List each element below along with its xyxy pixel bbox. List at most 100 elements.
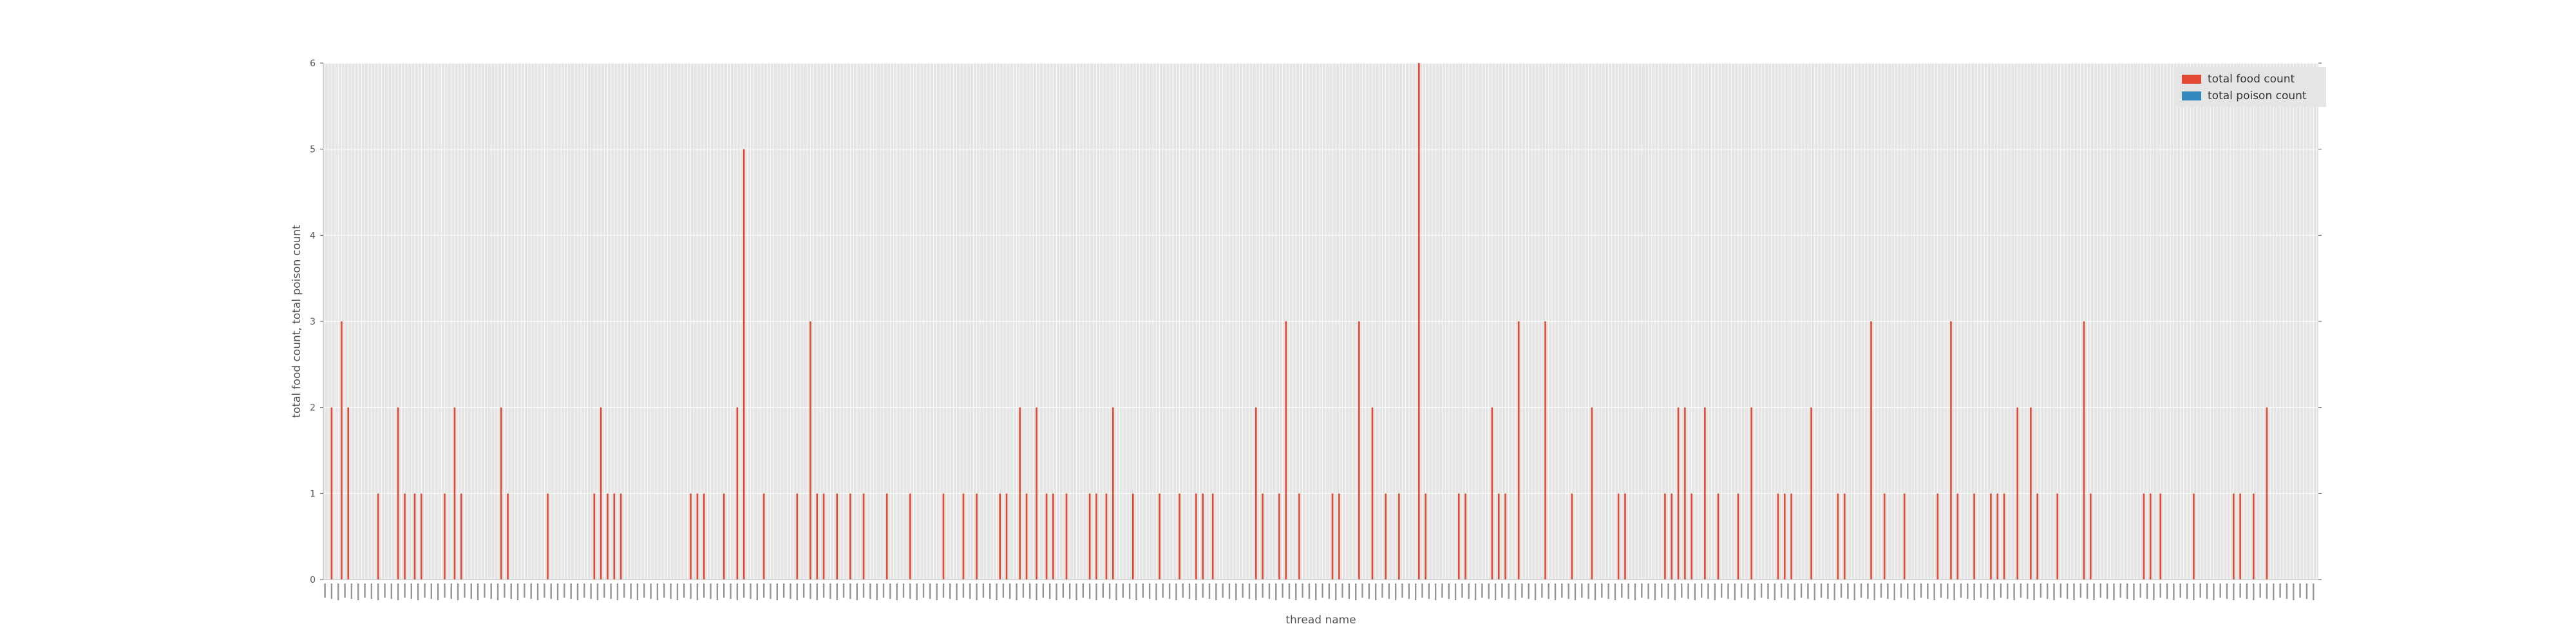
x-tick-label <box>1913 583 1915 600</box>
bar-food-count <box>976 493 978 580</box>
x-tick-label <box>623 583 625 598</box>
x-tick-label <box>1940 583 1942 598</box>
x-tick-label <box>1474 583 1477 600</box>
x-tick-label <box>1228 583 1231 599</box>
x-tick-label <box>1128 583 1131 599</box>
x-tick-label <box>1448 583 1450 599</box>
x-tick-label <box>1647 583 1649 599</box>
x-tick-label <box>1514 583 1517 600</box>
legend-item-food: total food count <box>2182 72 2295 86</box>
bar-food-count <box>1870 321 1872 580</box>
x-tick-label <box>723 583 725 598</box>
x-tick-label <box>1108 583 1111 599</box>
x-tick-label <box>2186 583 2188 599</box>
x-tick-label <box>1574 583 1577 600</box>
x-tick-label <box>444 583 446 598</box>
x-tick-label <box>1754 583 1756 600</box>
x-tick-label <box>1980 583 1982 598</box>
x-tick-label <box>1088 583 1091 599</box>
x-tick-label <box>1760 583 1763 598</box>
x-tick-label <box>1421 583 1423 598</box>
bar-food-count <box>1095 493 1097 580</box>
bar-food-count <box>1052 493 1054 580</box>
x-tick-label <box>1308 583 1311 599</box>
x-tick-label <box>1215 583 1217 600</box>
x-tick-label <box>1401 583 1403 598</box>
x-tick-label <box>929 583 931 599</box>
bar-food-count <box>1497 493 1500 580</box>
x-tick-label <box>1907 583 1909 599</box>
x-tick-label <box>902 583 905 598</box>
x-tick-label <box>417 583 419 600</box>
x-tick-label <box>1833 583 1835 600</box>
x-tick-label <box>1208 583 1211 599</box>
bar-food-count <box>600 407 602 580</box>
bar-food-count <box>1036 407 1037 580</box>
x-tick-label <box>1394 583 1397 600</box>
x-tick-label <box>397 583 399 600</box>
x-tick-label <box>1155 583 1157 600</box>
bar-food-count <box>547 493 549 580</box>
x-tick-label <box>2173 583 2175 600</box>
x-tick-label <box>2246 583 2248 599</box>
x-tick-label <box>956 583 958 600</box>
bar-food-count <box>1285 321 1287 580</box>
x-tick-label <box>1282 583 1283 598</box>
x-tick-label <box>1734 583 1736 600</box>
bar-food-count <box>1617 493 1620 580</box>
x-tick-label <box>2040 583 2042 598</box>
x-tick-label <box>1468 583 1470 599</box>
x-tick-labels <box>324 583 2315 600</box>
x-tick-label <box>1441 583 1443 598</box>
x-tick-label <box>2313 583 2315 600</box>
x-tick-label <box>1202 583 1204 598</box>
x-tick-label <box>842 583 845 598</box>
bar-food-count <box>460 493 462 580</box>
x-tick-label <box>2279 583 2281 598</box>
x-tick-label <box>490 583 492 599</box>
x-tick-label <box>643 583 645 598</box>
x-tick-label <box>2219 583 2221 598</box>
x-tick-label <box>2299 583 2301 598</box>
bar-food-count <box>2266 407 2268 580</box>
bar-food-count <box>404 493 406 580</box>
bar-food-count <box>1371 407 1374 580</box>
x-tick-label <box>1222 583 1224 598</box>
bar-food-count <box>1956 493 1959 580</box>
x-tick-label <box>357 583 359 600</box>
x-tick-label <box>570 583 572 599</box>
x-tick-label <box>1614 583 1616 600</box>
x-tick-label <box>663 583 665 598</box>
bar-food-count <box>1717 493 1719 580</box>
x-tick-label <box>1787 583 1789 599</box>
x-tick-label <box>2199 583 2201 598</box>
x-tick-label <box>583 583 585 598</box>
x-axis-label: thread name <box>1285 614 1356 627</box>
x-tick-label <box>1048 583 1051 599</box>
x-tick-label <box>996 583 998 600</box>
bar-food-count <box>1464 493 1466 580</box>
x-tick-label <box>1521 583 1523 598</box>
x-tick-label <box>544 583 545 598</box>
bar-food-count <box>1883 493 1886 580</box>
x-tick-label <box>829 583 831 599</box>
legend-item-poison: total poison count <box>2182 89 2307 103</box>
x-tick-label <box>2139 583 2141 598</box>
x-tick-label <box>1707 583 1709 599</box>
x-tick-label <box>1641 583 1643 598</box>
x-tick-label <box>710 583 712 599</box>
x-tick-label <box>497 583 499 600</box>
bar-food-count <box>743 149 745 580</box>
bar-food-count <box>444 493 446 580</box>
x-tick-label <box>670 583 672 599</box>
bar-food-count <box>1278 493 1280 580</box>
x-tick-label <box>1694 583 1696 600</box>
x-tick-label <box>1714 583 1716 600</box>
x-tick-label <box>377 583 379 600</box>
x-tick-label <box>882 583 885 598</box>
bar-food-count <box>1358 321 1360 580</box>
bar-food-count <box>2233 493 2235 580</box>
bar-food-count <box>1211 493 1214 580</box>
x-tick-label <box>2213 583 2215 600</box>
